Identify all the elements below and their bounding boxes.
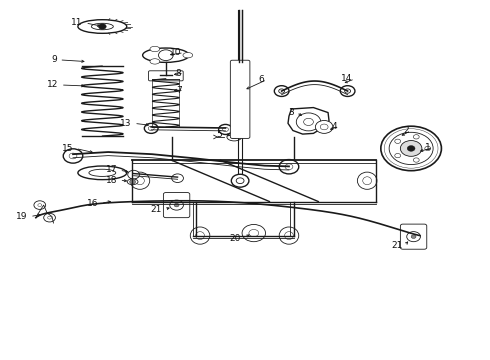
Circle shape	[279, 159, 299, 174]
Circle shape	[407, 145, 415, 151]
Circle shape	[316, 121, 333, 134]
Circle shape	[174, 203, 179, 207]
Ellipse shape	[150, 59, 160, 64]
Text: 2: 2	[403, 126, 409, 135]
Text: 16: 16	[87, 199, 98, 208]
Circle shape	[145, 123, 158, 134]
Text: 8: 8	[176, 69, 181, 78]
Circle shape	[381, 126, 441, 171]
Text: 13: 13	[120, 119, 132, 128]
Ellipse shape	[190, 227, 210, 244]
Polygon shape	[288, 108, 329, 134]
Circle shape	[172, 174, 183, 183]
Circle shape	[274, 86, 289, 96]
Text: 21: 21	[391, 241, 402, 250]
Circle shape	[414, 135, 419, 139]
Text: 15: 15	[62, 144, 73, 153]
Text: 1: 1	[425, 143, 431, 152]
Text: 4: 4	[331, 122, 337, 131]
Circle shape	[44, 213, 55, 222]
FancyBboxPatch shape	[230, 60, 250, 138]
Circle shape	[242, 225, 266, 242]
Ellipse shape	[143, 48, 189, 62]
Circle shape	[63, 149, 83, 163]
Circle shape	[400, 140, 422, 156]
Ellipse shape	[231, 135, 237, 139]
Ellipse shape	[279, 227, 299, 244]
Circle shape	[219, 125, 232, 134]
Text: 10: 10	[170, 48, 181, 57]
Circle shape	[395, 153, 401, 158]
Text: 17: 17	[105, 166, 117, 175]
Ellipse shape	[78, 20, 127, 33]
Text: 5: 5	[216, 130, 221, 139]
FancyBboxPatch shape	[148, 71, 183, 81]
Ellipse shape	[150, 46, 160, 52]
Circle shape	[395, 139, 401, 143]
FancyBboxPatch shape	[163, 193, 190, 218]
Text: 21: 21	[150, 205, 162, 214]
Text: 6: 6	[259, 75, 265, 84]
Circle shape	[425, 146, 431, 150]
Circle shape	[98, 24, 106, 30]
Circle shape	[411, 235, 416, 238]
Ellipse shape	[130, 172, 150, 189]
Text: 11: 11	[71, 18, 83, 27]
Text: 3: 3	[288, 108, 294, 117]
Text: 20: 20	[230, 234, 241, 243]
Circle shape	[231, 174, 249, 187]
Circle shape	[34, 201, 46, 210]
Ellipse shape	[183, 53, 193, 58]
Text: 12: 12	[47, 81, 58, 90]
Ellipse shape	[78, 166, 127, 180]
Circle shape	[130, 180, 136, 184]
Text: 7: 7	[176, 86, 181, 95]
Circle shape	[340, 86, 355, 96]
Circle shape	[414, 158, 419, 162]
Text: 9: 9	[51, 55, 57, 64]
Ellipse shape	[227, 133, 242, 141]
FancyBboxPatch shape	[400, 224, 427, 249]
Circle shape	[128, 170, 140, 179]
Ellipse shape	[127, 179, 138, 185]
Text: 18: 18	[105, 176, 117, 185]
Text: 19: 19	[16, 212, 27, 221]
Ellipse shape	[357, 172, 377, 189]
Text: 14: 14	[341, 75, 352, 84]
